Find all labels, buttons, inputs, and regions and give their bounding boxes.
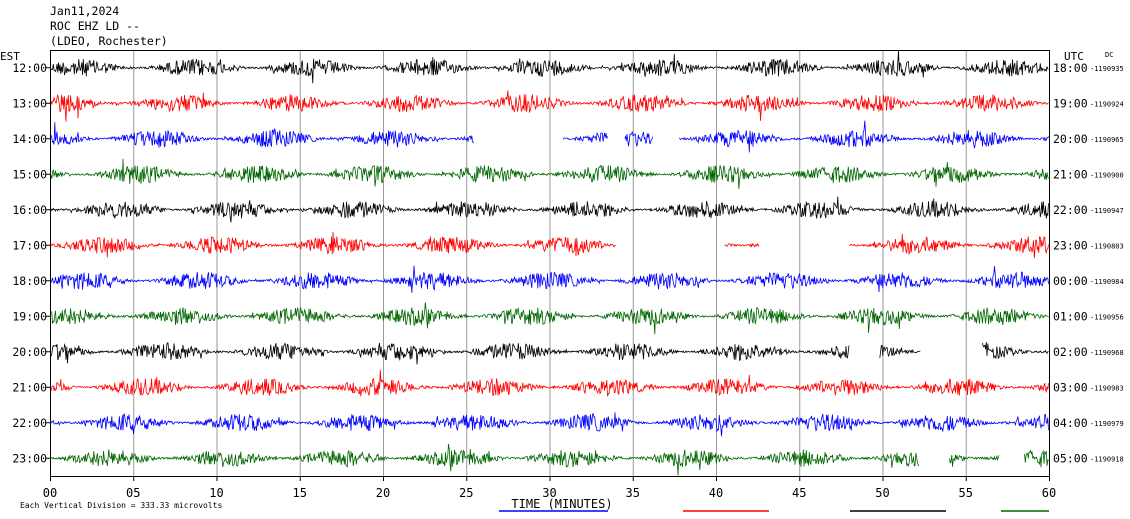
x-tick-label: 50	[875, 486, 889, 500]
x-tick-label: 60	[1042, 486, 1056, 500]
trace-row	[50, 443, 1049, 476]
trace-row	[50, 231, 1049, 259]
est-axis-label: EST	[0, 50, 20, 63]
utc-row-label: 20:00	[1053, 132, 1088, 146]
est-row-label: 19:00	[12, 309, 47, 323]
dc-offset-label: -1190900	[1090, 171, 1124, 179]
utc-row-label: 22:00	[1053, 203, 1088, 217]
trace-row	[50, 342, 1049, 365]
est-row-label: 13:00	[12, 96, 47, 110]
utc-row-label: 04:00	[1053, 416, 1088, 430]
dc-offset-label: -1190918	[1090, 455, 1124, 463]
utc-row-label: 19:00	[1053, 96, 1088, 110]
est-row-label: 20:00	[12, 345, 47, 359]
x-tick-label: 15	[293, 486, 307, 500]
dc-offset-label: -1190984	[1090, 278, 1124, 286]
seismic-traces	[50, 50, 1049, 476]
dc-offset-label: -1190947	[1090, 207, 1124, 215]
dc-offset-label: -1190924	[1090, 100, 1124, 108]
utc-axis-label: UTC	[1064, 50, 1084, 63]
est-row-label: 23:00	[12, 451, 47, 465]
est-row-label: 22:00	[12, 416, 47, 430]
dc-offset-label: -1190979	[1090, 420, 1124, 428]
x-tick-label: 35	[626, 486, 640, 500]
x-tick-label: 30	[542, 486, 556, 500]
trace-row	[50, 265, 1049, 293]
scale-note: Each Vertical Division = 333.33 microvol…	[20, 501, 222, 510]
est-row-label: 17:00	[12, 238, 47, 252]
x-tick-label: 40	[709, 486, 723, 500]
trace-row	[50, 412, 1049, 437]
utc-row-label: 01:00	[1053, 309, 1088, 323]
utc-row-label: 23:00	[1053, 238, 1088, 252]
dc-axis-label: DC	[1105, 51, 1113, 59]
trace-row	[50, 369, 1049, 397]
x-tick-label: 10	[209, 486, 223, 500]
x-axis-ticks: 00 05 10 15 20 25 30 35 40 45 50 55 60	[43, 476, 1056, 512]
dc-offset-label: -1190968	[1090, 349, 1124, 357]
utc-row-label: 02:00	[1053, 345, 1088, 359]
x-tick-label: 45	[792, 486, 806, 500]
trace-row	[50, 120, 1049, 153]
x-tick-label: 00	[43, 486, 57, 500]
est-row-label: 12:00	[12, 61, 47, 75]
trace-row	[50, 158, 1049, 189]
dc-offset-label: -1190965	[1090, 136, 1124, 144]
plot-date: Jan11,2024	[50, 4, 120, 18]
trace-row	[50, 90, 1049, 122]
x-axis-title: TIME (MINUTES)	[511, 497, 612, 511]
utc-row-label: 18:00	[1053, 61, 1088, 75]
dc-offset-label: -1190983	[1090, 384, 1124, 392]
x-tick-label: 25	[459, 486, 473, 500]
dc-offset-label: -1190803	[1090, 242, 1124, 250]
x-tick-label: 55	[959, 486, 973, 500]
est-row-label: 15:00	[12, 167, 47, 181]
station-code: ROC EHZ LD --	[50, 19, 141, 33]
x-tick-label: 05	[126, 486, 140, 500]
trace-row	[50, 302, 1049, 335]
utc-row-label: 05:00	[1053, 451, 1088, 465]
dc-offset-label: -1190956	[1090, 313, 1124, 321]
est-row-label: 18:00	[12, 274, 47, 288]
network-name: (LDEO, Rochester)	[50, 34, 168, 48]
trace-row	[50, 50, 1049, 84]
x-tick-label: 20	[376, 486, 390, 500]
utc-row-label: 21:00	[1053, 167, 1088, 181]
utc-row-label: 03:00	[1053, 380, 1088, 394]
trace-row	[50, 196, 1049, 223]
utc-row-label: 00:00	[1053, 274, 1088, 288]
est-row-label: 21:00	[12, 380, 47, 394]
est-row-label: 16:00	[12, 203, 47, 217]
dc-offset-label: -1190935	[1090, 65, 1124, 73]
est-row-label: 14:00	[12, 132, 47, 146]
plot-grid	[133, 50, 967, 476]
